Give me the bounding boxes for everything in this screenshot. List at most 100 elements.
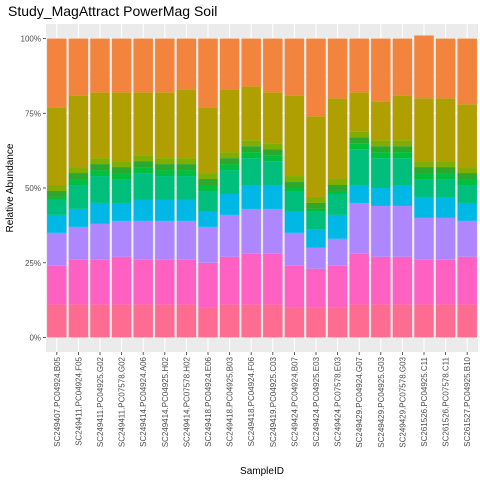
x-tick-label: SC249411.PC04925.G02 [96, 356, 105, 447]
bar-segment [198, 173, 218, 180]
bar-segment [306, 211, 326, 230]
bar-segment [435, 196, 456, 218]
bar-segment [327, 307, 348, 338]
bar-segment [327, 214, 348, 239]
bar-segment [219, 158, 240, 165]
bar-segment [435, 217, 456, 260]
bar-segment [155, 199, 175, 221]
x-tick-label: SC261527.PC04925.B10 [463, 356, 472, 446]
bar-segment [327, 185, 348, 191]
bar-segment [284, 188, 305, 191]
y-tick-label: 0% [29, 334, 41, 343]
y-tick-label: 50% [25, 184, 41, 193]
bar-segment [68, 208, 89, 227]
bar-segment [133, 161, 153, 168]
bar-segment [176, 259, 197, 305]
bar-segment [219, 170, 240, 194]
bar-segment [133, 38, 153, 93]
bar-segment [392, 38, 413, 96]
bar-segment [284, 211, 305, 233]
bar-segment [47, 107, 67, 186]
bar-segment [457, 167, 477, 174]
bar-segment [457, 256, 477, 305]
bar-segment [111, 304, 132, 338]
bar-segment [349, 202, 369, 254]
bar-segment [263, 143, 283, 150]
bar-segment [263, 208, 283, 254]
bar-segment [47, 214, 67, 233]
bar-segment [198, 190, 218, 212]
x-axis-title: SampleID [240, 466, 284, 477]
bar-segment [284, 265, 305, 308]
x-tick-label: SC249429.PC04925.G03 [377, 356, 386, 447]
bar-segment [219, 38, 240, 90]
bar-segment [176, 176, 197, 200]
bar-segment [47, 232, 67, 266]
bar-segment [263, 149, 283, 156]
y-tick-label: 100% [21, 35, 41, 44]
bar-segment [219, 152, 240, 159]
bar-segment [90, 202, 110, 224]
bar-segment [414, 35, 434, 99]
bar-segment [133, 173, 153, 200]
bar-segment [414, 173, 434, 180]
bar-segment [349, 143, 369, 150]
bar-segment [155, 170, 175, 177]
bar-segment [198, 307, 218, 338]
x-tick-label: SC261526.PC04925.C11 [420, 356, 429, 446]
bar-segment [306, 229, 326, 248]
x-tick-label: SC249429.PC07578.G03 [398, 356, 407, 447]
bar-segment [306, 307, 326, 338]
bar-segment [111, 161, 132, 168]
bar-segment [176, 199, 197, 221]
bar-segment [457, 179, 477, 186]
bar-segment [47, 304, 67, 338]
bar-segment [133, 220, 153, 260]
bar-segment [68, 259, 89, 305]
y-tick-label: 75% [25, 109, 41, 118]
bar-segment [176, 158, 197, 165]
bar-segment [47, 199, 67, 215]
bar-segment [284, 182, 305, 188]
bar-segment [306, 208, 326, 212]
bar-segment [284, 232, 305, 266]
bar-segment [176, 89, 197, 159]
bar-segment [90, 176, 110, 203]
bar-segment [241, 253, 261, 305]
chart-title: Study_MagAttract PowerMag Soil [8, 3, 218, 19]
bar-segment [414, 179, 434, 197]
x-tick-label: SC249419.PC04925.C03 [269, 356, 278, 447]
bar-segment [68, 173, 89, 180]
bar-segment [414, 304, 434, 338]
bar-segment [414, 98, 434, 162]
bar-segment [155, 92, 175, 159]
bar-segment [68, 179, 89, 186]
x-tick-label: SC249414.PC07578.H02 [182, 356, 191, 447]
bar-segment [371, 152, 391, 159]
bar-segment [111, 220, 132, 257]
bar-segment [219, 256, 240, 305]
bar-segment [133, 92, 153, 156]
bar-segment [414, 161, 434, 168]
x-tick-label: SC249418.PC04924.F06 [247, 356, 256, 446]
bar-segment [111, 173, 132, 180]
bar-segment [68, 304, 89, 338]
bar-segment [263, 92, 283, 144]
bar-segment [284, 95, 305, 177]
bar-segment [219, 214, 240, 257]
bar-segment [392, 185, 413, 206]
bar-segment [371, 256, 391, 305]
bar-segment [47, 190, 67, 197]
bar-segment [306, 196, 326, 203]
bar-segment [457, 38, 477, 105]
bar-segment [306, 268, 326, 308]
x-tick-label: SC261526.PC07578.C11 [442, 356, 451, 446]
bar-segment [371, 205, 391, 257]
bar-segment [349, 38, 369, 93]
bar-segment [371, 140, 391, 147]
y-tick-label: 25% [25, 259, 41, 268]
bar-segment [327, 190, 348, 194]
bar-segment [327, 265, 348, 308]
bar-segment [241, 185, 261, 209]
bar-segment [155, 176, 175, 200]
